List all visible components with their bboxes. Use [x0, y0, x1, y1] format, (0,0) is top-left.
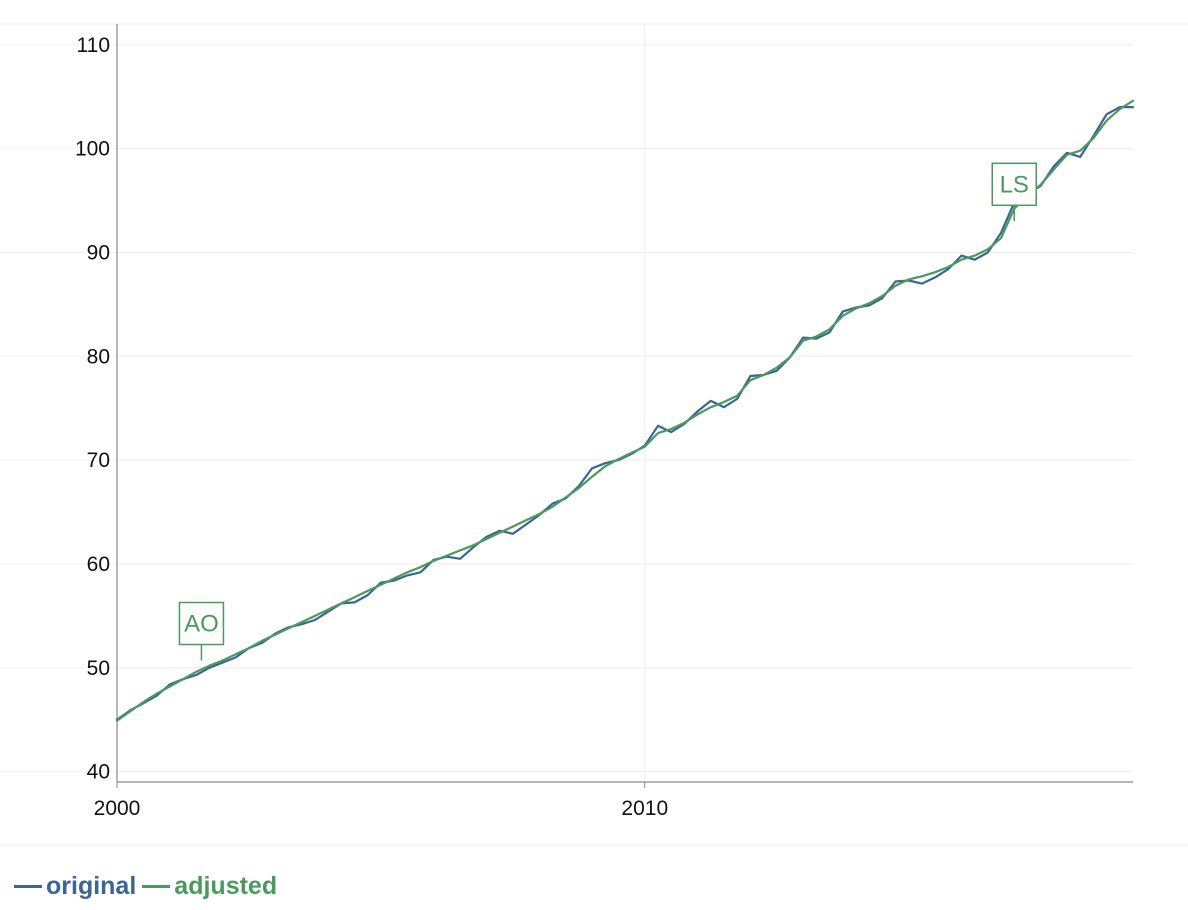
annotation-label: LS [1000, 171, 1029, 198]
legend-item-adjusted: adjusted [142, 872, 277, 901]
gridlines [0, 23, 1188, 846]
annotations: AO LS [178, 162, 1037, 661]
y-tick-label: 110 [77, 34, 110, 57]
legend-swatch [14, 884, 42, 888]
y-tick-label: 50 [87, 657, 110, 680]
legend-label: adjusted [174, 871, 278, 900]
legend-label: original [46, 871, 137, 900]
y-tick-label: 40 [87, 761, 110, 784]
y-tick-labels: 40 50 60 70 80 90 100 110 [75, 34, 110, 784]
legend-swatch [142, 884, 171, 888]
series-line-adjusted [115, 99, 1135, 722]
legend-item-original: original [14, 872, 136, 901]
x-tick-label: 2000 [94, 797, 141, 820]
annotation-ls: LS [991, 162, 1037, 222]
annotation-box [991, 162, 1037, 207]
annotation-ao: AO [178, 601, 225, 661]
series-lines [115, 99, 1135, 722]
series-line-original [115, 105, 1135, 721]
y-tick-label: 100 [75, 138, 110, 161]
x-tick-label: 2010 [621, 797, 668, 820]
axes [116, 24, 1133, 788]
y-tick-label: 90 [87, 241, 110, 264]
annotation-box [178, 601, 225, 646]
x-tick-labels: 2000 2010 [94, 797, 669, 820]
legend: original adjusted [14, 868, 283, 904]
annotation-label: AO [184, 611, 219, 638]
y-tick-label: 60 [87, 553, 110, 576]
y-tick-label: 80 [87, 345, 110, 368]
y-tick-label: 70 [87, 449, 110, 472]
